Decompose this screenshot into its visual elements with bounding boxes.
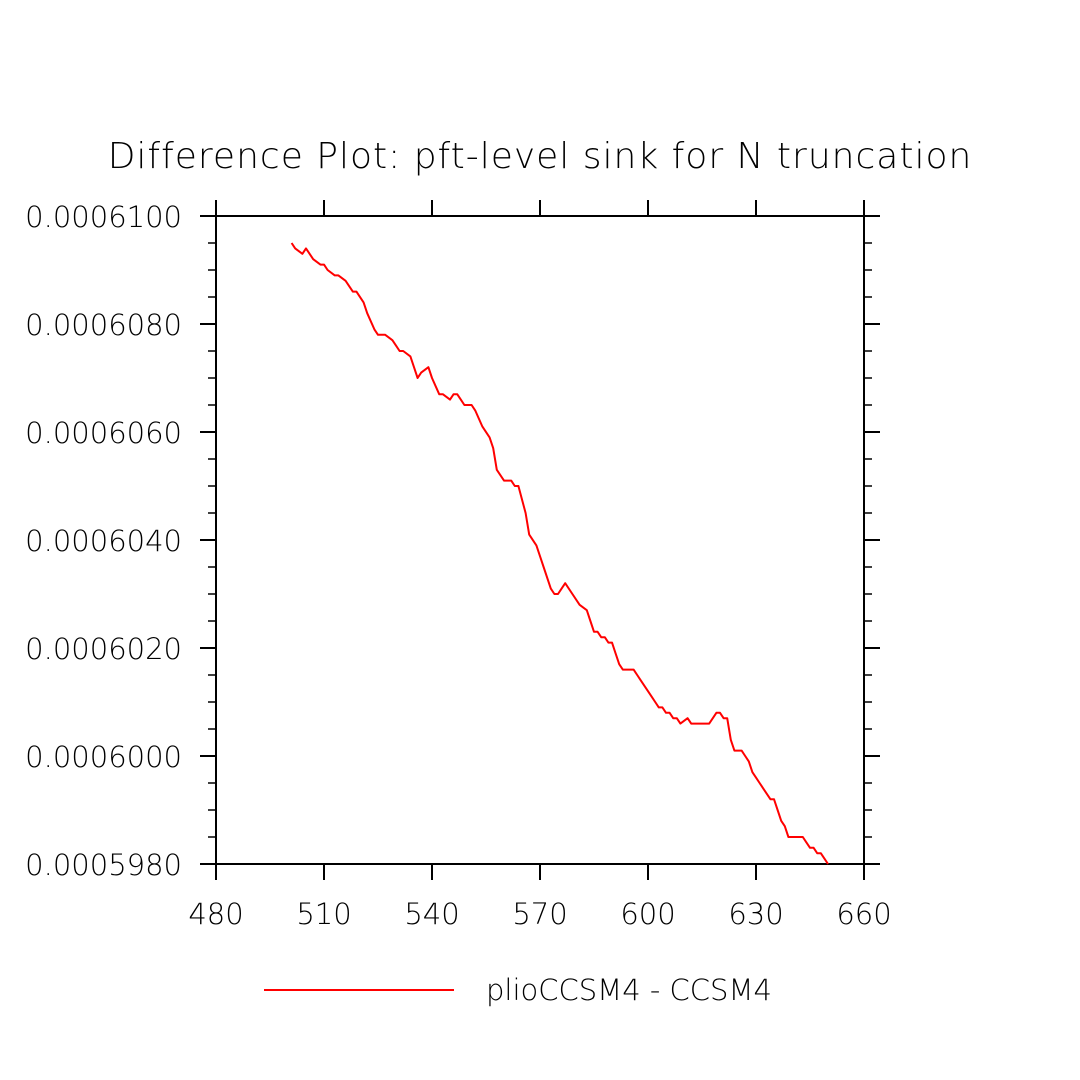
chart-title: Difference Plot: pft-level sink for N tr… xyxy=(108,136,973,177)
x-tick-label: 540 xyxy=(404,897,459,931)
x-axis-ticks xyxy=(215,200,865,880)
y-tick-label: 0.0006020 xyxy=(25,632,182,666)
x-tick-label: 510 xyxy=(296,897,351,931)
x-tick-label: 630 xyxy=(728,897,783,931)
x-tick-label: 570 xyxy=(512,897,567,931)
series-line xyxy=(290,242,829,865)
y-axis-tick-labels: 0.0005980 0.0006000 0.0006020 0.0006040 0.00… xyxy=(25,200,182,882)
y-tick-label: 0.0006000 xyxy=(25,740,182,774)
y-tick-label: 0.0005980 xyxy=(25,848,182,882)
x-tick-label: 600 xyxy=(620,897,675,931)
y-tick-label: 0.0006040 xyxy=(25,524,182,558)
x-tick-label: 480 xyxy=(188,897,243,931)
y-tick-label: 0.0006100 xyxy=(25,200,182,234)
legend: plioCCSM4 - CCSM4 xyxy=(264,973,772,1007)
y-axis-ticks xyxy=(200,215,880,865)
y-tick-label: 0.0006080 xyxy=(25,308,182,342)
series-layer xyxy=(290,242,829,865)
x-axis-tick-labels: 480 510 540 570 600 630 660 xyxy=(188,897,891,931)
legend-label: plioCCSM4 - CCSM4 xyxy=(486,973,772,1007)
y-tick-label: 0.0006060 xyxy=(25,416,182,450)
plot-frame xyxy=(215,215,865,865)
x-tick-label: 660 xyxy=(836,897,891,931)
